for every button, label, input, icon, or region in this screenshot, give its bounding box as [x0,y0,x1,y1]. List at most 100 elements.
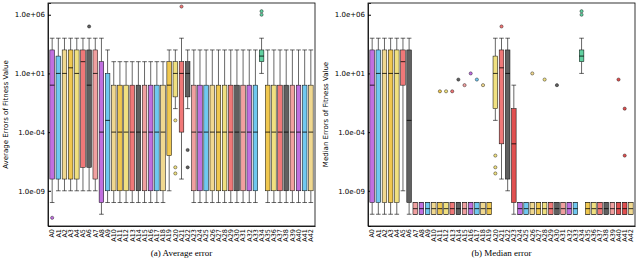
whisker-cap-high [185,49,190,50]
whisker-high [64,38,65,50]
whisker-cap-high [247,49,252,50]
median [247,132,252,133]
whisker-high [409,38,410,50]
box [413,203,418,215]
box-group [278,50,283,203]
whisker-cap-high [394,38,399,39]
median [456,208,461,209]
whisker-cap-high [265,49,270,50]
box [173,62,178,97]
box [309,85,314,191]
outlier [180,5,183,8]
median [382,73,387,74]
box [278,85,283,191]
median [604,208,609,209]
median [548,208,553,209]
whisker-high [249,50,250,85]
outlier [260,13,263,16]
whisker-low [267,191,268,203]
box [105,73,110,190]
box [272,85,277,191]
box [567,203,572,215]
box [87,50,92,167]
median [228,132,233,133]
whisker-cap-high [278,49,283,50]
outlier [51,216,54,219]
median [210,132,215,133]
median [81,61,86,62]
whisker-low [513,203,514,215]
box [431,203,436,215]
y-tick: 1.0e-09 [18,188,51,196]
whisker-low [156,191,157,203]
whisker-low [384,203,385,215]
box [604,203,609,215]
box [548,203,553,215]
box-group [450,90,455,215]
median [487,208,492,209]
whisker-low [581,62,582,74]
median [124,132,129,133]
median [542,208,547,209]
box-group [468,72,473,214]
whisker-cap-high [228,49,233,50]
median [204,132,209,133]
whisker-high [132,62,133,85]
whisker-cap-low [161,202,166,203]
box-group [62,38,67,191]
whisker-cap-high [272,49,277,50]
whisker-low [206,191,207,203]
box [241,85,246,191]
box [419,203,424,215]
box-group [561,203,566,215]
median [394,73,399,74]
whisker-cap-low [370,214,375,215]
whisker-high [501,38,502,50]
box-group [370,38,375,214]
whisker-cap-high [56,38,61,39]
median [524,208,529,209]
whisker-cap-low [118,202,123,203]
outlier [494,166,497,169]
whisker-high [286,50,287,85]
outlier [88,25,91,28]
whisker-low [224,191,225,203]
box [228,85,233,191]
whisker-cap-low [499,179,504,180]
whisker-cap-low [253,202,258,203]
box-group [247,50,252,203]
box-group [629,203,634,215]
y-tick-label: 1.0e+06 [335,11,366,19]
whisker-cap-high [161,61,166,62]
whisker-low [218,191,219,203]
whisker-high [212,50,213,85]
median [629,208,634,209]
box-group [228,50,233,203]
outlier [623,107,626,110]
box-group [216,50,221,203]
whisker-cap-low [388,214,393,215]
median [148,132,153,133]
box [253,85,258,191]
box [462,203,467,215]
whisker-cap-high [284,49,289,50]
median [222,132,227,133]
median [499,67,504,68]
box-group [493,38,498,175]
whisker-cap-low [87,190,92,191]
box-group [555,84,560,215]
box-group [487,203,492,215]
y-tick: 1.0e+06 [335,11,371,19]
box-group [284,50,289,203]
box-group [481,84,486,215]
whisker-low [126,191,127,203]
median [87,85,92,86]
box-group [167,50,172,191]
median [370,85,375,86]
whisker-high [58,38,59,56]
whisker-low [402,85,403,191]
x-tick-label: A42 [627,229,635,242]
box [222,85,227,191]
box-group [124,62,129,203]
outlier [186,166,189,169]
